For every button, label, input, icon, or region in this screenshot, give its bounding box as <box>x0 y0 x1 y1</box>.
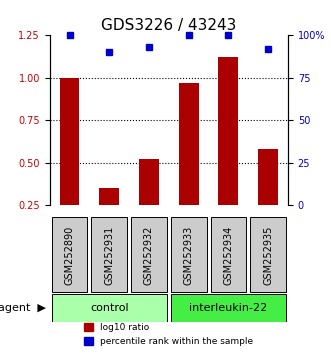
Bar <box>99 188 119 205</box>
Bar <box>218 57 238 205</box>
Text: interleukin-22: interleukin-22 <box>189 303 267 313</box>
FancyBboxPatch shape <box>211 217 246 292</box>
Text: GSM252934: GSM252934 <box>223 225 233 285</box>
FancyBboxPatch shape <box>171 295 286 321</box>
Bar <box>179 83 199 205</box>
Text: control: control <box>90 303 128 313</box>
Bar <box>139 159 159 205</box>
Text: agent  ▶: agent ▶ <box>0 303 46 313</box>
Text: GSM252932: GSM252932 <box>144 225 154 285</box>
FancyBboxPatch shape <box>131 217 167 292</box>
Title: GDS3226 / 43243: GDS3226 / 43243 <box>101 18 236 33</box>
Legend: log10 ratio, percentile rank within the sample: log10 ratio, percentile rank within the … <box>80 320 257 349</box>
FancyBboxPatch shape <box>171 217 207 292</box>
Text: GSM252931: GSM252931 <box>104 225 114 285</box>
FancyBboxPatch shape <box>52 295 167 321</box>
Text: GSM252935: GSM252935 <box>263 225 273 285</box>
FancyBboxPatch shape <box>52 217 87 292</box>
Text: GSM252933: GSM252933 <box>184 225 194 285</box>
Text: GSM252890: GSM252890 <box>65 225 74 285</box>
Bar <box>60 78 79 205</box>
Bar <box>258 149 278 205</box>
FancyBboxPatch shape <box>250 217 286 292</box>
FancyBboxPatch shape <box>91 217 127 292</box>
